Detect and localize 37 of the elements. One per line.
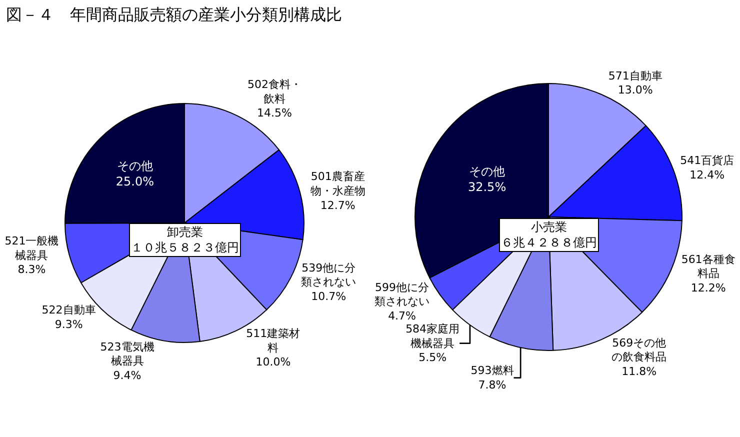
data-label: 12.4% [690,168,725,182]
data-label: 11.8% [622,365,657,378]
data-label: 13.0% [618,84,653,97]
slice-label: 522自動車 [42,304,96,317]
data-label: 32.5% [468,180,506,194]
slice-label: 599他に分類されない [374,280,430,308]
slice-label: 569その他の飲食料品 [612,336,667,364]
data-label: 14.5% [257,106,292,120]
slice-label: 539他に分類されない [301,261,356,289]
slice-label: 511建築材料 [246,327,300,354]
data-label: 12.7% [320,198,356,212]
slice-label: 523電気機械器具 [100,340,154,368]
slice-label: 502食料・飲料 [248,78,302,106]
slice-label: 584家庭用機械器具 [406,322,460,350]
data-label: 25.0% [116,174,154,188]
chart-title: 図－４ 年間商品販売額の産業小分類別構成比 [5,4,343,26]
slice-label: その他 [116,158,153,173]
slice-label: その他 [469,164,506,179]
data-label: 5.5% [418,351,447,364]
data-label: 9.4% [113,368,142,382]
data-label: 10.0% [256,356,291,369]
slice-label: 561各種食料品 [681,252,736,280]
text: ６兆４２８８億円 [501,236,597,250]
data-label: 9.3% [54,318,83,331]
data-label: 4.7% [388,310,416,323]
text: １０兆５８２３億円 [131,240,239,255]
data-label: 7.8% [478,378,506,392]
data-label: 8.3% [18,263,46,276]
slice-label: 501農畜産物・水産物 [310,170,366,198]
slice-label: 521一般機械器具 [4,234,59,262]
data-label: 12.2% [690,281,726,294]
slice-label: 571自動車 [608,69,662,82]
slice-label: 593燃料 [470,364,514,378]
text: 小売業 [531,220,567,234]
data-label: 10.7% [311,290,346,303]
slice-label: 541百貨店 [680,154,734,168]
text: 卸売業 [167,225,203,239]
